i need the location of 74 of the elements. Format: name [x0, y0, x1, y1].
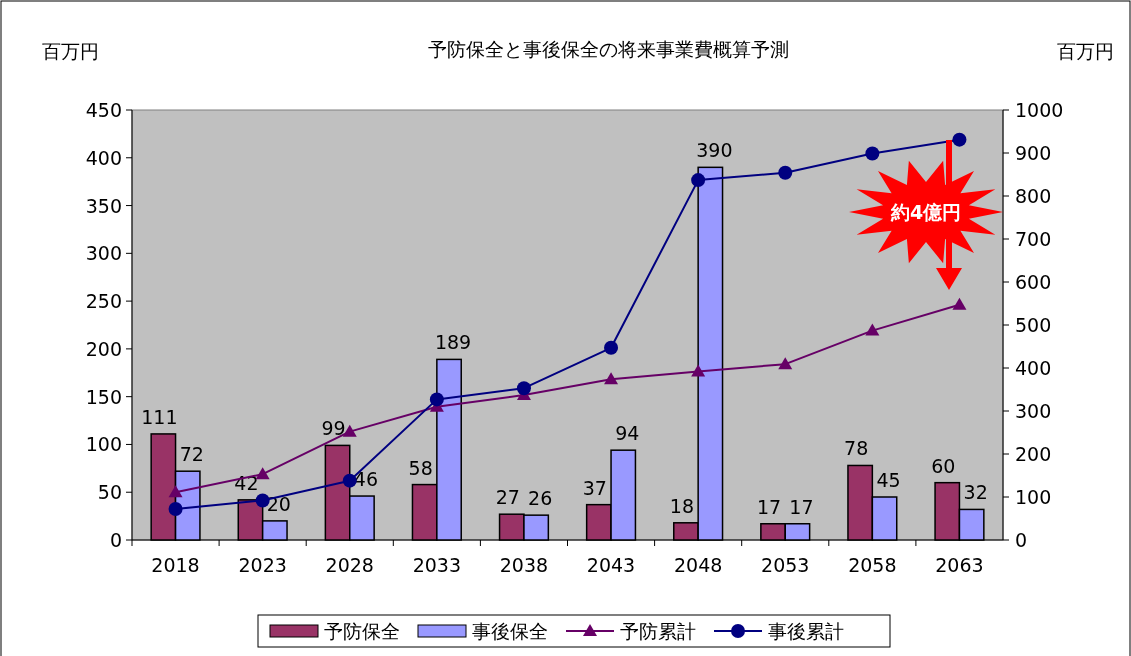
data-label: 78 [844, 437, 869, 460]
legend-label: 予防累計 [620, 620, 696, 642]
y2-tick-label: 600 [1015, 271, 1052, 293]
data-label: 32 [963, 481, 988, 504]
point [691, 364, 706, 377]
y-tick-label: 200 [85, 337, 122, 360]
x-tick-label: 2023 [238, 554, 287, 576]
y-tick-label: 300 [85, 242, 122, 265]
y-axis-title: 百万円 [41, 40, 99, 62]
point [865, 146, 880, 161]
data-label: 60 [931, 454, 956, 477]
data-label: 99 [321, 417, 346, 440]
point [168, 502, 183, 517]
data-label: 111 [141, 405, 178, 428]
y2-tick-label: 900 [1015, 142, 1052, 164]
point [255, 467, 270, 480]
y2-tick-label: 800 [1015, 185, 1052, 207]
y-tick-label: 100 [85, 433, 122, 456]
y2-tick-label: 700 [1015, 228, 1052, 250]
y2-tick-label: 200 [1015, 443, 1052, 465]
y2-tick-label: 0 [1015, 529, 1028, 551]
y2-tick-label: 100 [1015, 486, 1052, 508]
data-label: 94 [615, 422, 640, 445]
y2-tick-label: 500 [1015, 314, 1052, 336]
y-tick-label: 400 [85, 146, 122, 169]
x-tick-label: 2063 [935, 554, 984, 576]
y-tick-label: 150 [85, 385, 122, 408]
y-tick-label: 50 [97, 481, 122, 504]
data-label: 37 [582, 476, 607, 499]
point [952, 297, 967, 310]
data-label: 189 [434, 331, 472, 354]
x-tick-label: 2033 [412, 554, 462, 576]
data-label: 17 [756, 495, 782, 518]
y2-axis-title: 百万円 [1056, 40, 1114, 62]
y-tick-label: 0 [109, 529, 122, 551]
y2-tick-label: 400 [1015, 357, 1052, 379]
x-tick-label: 2053 [761, 554, 810, 576]
legend-label: 事後累計 [768, 620, 844, 642]
point [778, 165, 793, 180]
data-label: 26 [528, 487, 553, 510]
x-tick-label: 2038 [499, 554, 549, 576]
point [778, 357, 793, 370]
data-label: 17 [789, 495, 814, 518]
point [516, 381, 531, 396]
data-label: 27 [495, 486, 520, 509]
annotation: 約4億円 [889, 201, 962, 223]
point [604, 340, 619, 355]
data-label: 18 [669, 494, 695, 517]
x-tick-label: 2058 [848, 554, 897, 576]
point [255, 493, 270, 508]
point [691, 173, 706, 188]
point [429, 392, 444, 407]
y-tick-label: 350 [85, 194, 122, 217]
chart-title: 予防保全と事後保全の将来事業費概算予測 [427, 38, 789, 60]
y2-tick-label: 300 [1015, 400, 1052, 422]
x-tick-label: 2043 [586, 554, 636, 576]
point [952, 132, 967, 147]
x-tick-label: 2018 [151, 554, 200, 576]
data-label: 72 [179, 443, 204, 466]
y-tick-label: 250 [85, 290, 122, 313]
data-label: 390 [696, 139, 733, 162]
point [865, 323, 880, 336]
point [604, 372, 619, 385]
x-tick-label: 2028 [325, 554, 374, 576]
data-label: 58 [408, 456, 433, 479]
data-label: 45 [876, 469, 901, 491]
point [168, 485, 183, 498]
legend-label: 予防保全 [324, 620, 400, 642]
data-label: 46 [353, 468, 379, 491]
y-tick-label: 450 [85, 99, 122, 121]
point [342, 473, 357, 488]
legend-label: 事後保全 [472, 620, 548, 642]
x-tick-label: 2048 [673, 554, 723, 576]
y2-tick-label: 1000 [1015, 99, 1064, 121]
